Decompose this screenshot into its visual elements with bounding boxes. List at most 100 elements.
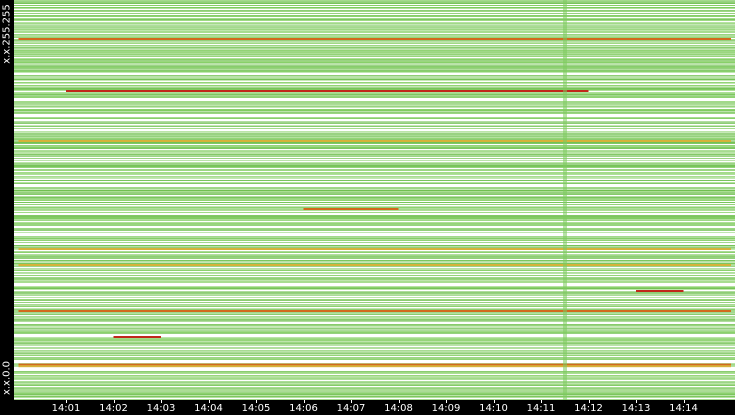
heatmap-row — [14, 53, 735, 54]
heatmap-row — [14, 342, 735, 343]
heatmap-rows — [14, 0, 735, 400]
heatmap-row — [14, 293, 735, 294]
heatmap-row — [14, 182, 735, 183]
heatmap-row — [14, 257, 735, 258]
heatmap-row — [14, 228, 735, 229]
heatmap-row — [14, 354, 735, 355]
heatmap-row — [14, 97, 735, 98]
heatmap-row — [14, 287, 735, 288]
heatmap-row — [14, 207, 735, 208]
heatmap-row — [14, 188, 735, 189]
heatmap-row — [14, 165, 735, 166]
heatmap-row — [14, 68, 735, 69]
heatmap-row — [14, 93, 735, 94]
heatmap-row — [14, 388, 735, 389]
heatmap-row — [14, 87, 735, 88]
heatmap-plot-area — [14, 0, 735, 400]
heatmap-row — [14, 399, 735, 400]
heatmap-row — [14, 112, 735, 113]
heatmap-row — [14, 151, 735, 152]
heatmap-row — [14, 229, 735, 230]
heatmap-row — [14, 146, 735, 147]
heatmap-row — [14, 113, 735, 114]
heatmap-row — [14, 256, 735, 257]
x-tick-label: 14:07 — [336, 403, 366, 414]
heatmap-row — [14, 60, 735, 61]
heatmap-row — [14, 48, 735, 49]
heatmap-row — [14, 59, 735, 60]
heatmap-row — [14, 176, 735, 177]
heatmap-row — [14, 312, 735, 313]
heatmap-row — [14, 24, 735, 25]
heatmap-row — [14, 147, 735, 148]
heatmap-dense-column — [563, 0, 567, 400]
heatmap-row — [14, 337, 735, 338]
heatmap-row — [14, 64, 735, 65]
heatmap-row — [14, 329, 735, 330]
heatmap-row — [14, 69, 735, 70]
x-tick-mark — [66, 400, 67, 403]
x-tick-label: 14:06 — [289, 403, 318, 414]
heatmap-row — [14, 218, 735, 219]
heatmap-row — [14, 376, 735, 377]
heatmap-hot-band — [18, 248, 731, 250]
heatmap-row — [14, 121, 735, 122]
heatmap-row — [14, 270, 735, 271]
heatmap-row — [14, 88, 735, 89]
heatmap-row — [14, 279, 735, 280]
x-tick-label: 14:01 — [51, 403, 81, 414]
heatmap-row — [14, 79, 735, 80]
heatmap-row — [14, 339, 735, 340]
x-tick-label: 14:12 — [574, 403, 603, 414]
heatmap-row — [14, 0, 735, 1]
heatmap-row — [14, 54, 735, 55]
heatmap-hot-band — [636, 290, 684, 292]
heatmap-row — [14, 155, 735, 156]
heatmap-row — [14, 220, 735, 221]
heatmap-row — [14, 13, 735, 14]
x-tick-label: 14:13 — [621, 403, 651, 414]
heatmap-row — [14, 26, 735, 27]
heatmap-row — [14, 162, 735, 163]
heatmap-row — [14, 51, 735, 52]
heatmap-row — [14, 190, 735, 191]
heatmap-row — [14, 189, 735, 190]
heatmap-row — [14, 286, 735, 287]
heatmap-row — [14, 103, 735, 104]
heatmap-row — [14, 30, 735, 31]
heatmap-row — [14, 281, 735, 282]
heatmap-row — [14, 373, 735, 374]
heatmap-row — [14, 177, 735, 178]
heatmap-row — [14, 345, 735, 346]
heatmap-row — [14, 223, 735, 224]
heatmap-row — [14, 167, 735, 168]
heatmap-row — [14, 252, 735, 253]
heatmap-row — [14, 28, 735, 29]
heatmap-row — [14, 172, 735, 173]
heatmap-row — [14, 393, 735, 394]
heatmap-row — [14, 61, 735, 62]
heatmap-row — [14, 230, 735, 231]
heatmap-row — [14, 300, 735, 301]
heatmap-row — [14, 143, 735, 144]
heatmap-row — [14, 330, 735, 331]
heatmap-row — [14, 280, 735, 281]
x-tick-label: 14:03 — [146, 403, 176, 414]
heatmap-row — [14, 204, 735, 205]
heatmap-row — [14, 391, 735, 392]
heatmap-row — [14, 278, 735, 279]
heatmap-row — [14, 319, 735, 320]
heatmap-row — [14, 27, 735, 28]
heatmap-row — [14, 37, 735, 38]
heatmap-row — [14, 137, 735, 138]
heatmap-row — [14, 193, 735, 194]
heatmap-row — [14, 164, 735, 165]
x-tick-label: 14:10 — [479, 403, 508, 414]
heatmap-row — [14, 347, 735, 348]
heatmap-hot-band — [66, 90, 589, 92]
heatmap-row — [14, 123, 735, 124]
heatmap-row — [14, 142, 735, 143]
heatmap-row — [14, 11, 735, 12]
heatmap-row — [14, 239, 735, 240]
heatmap-row — [14, 268, 735, 269]
